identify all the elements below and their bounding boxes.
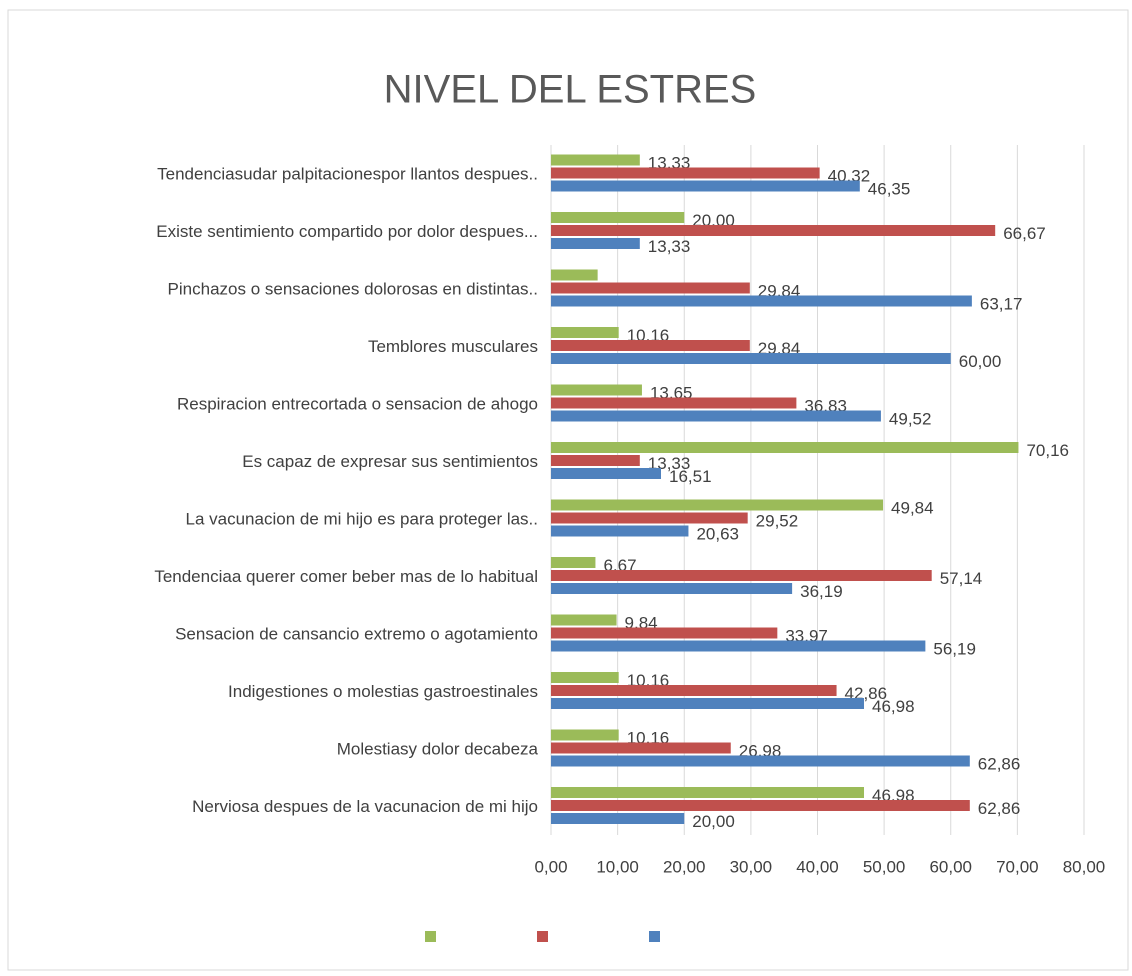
y-tick-label: Temblores musculares [368,337,538,356]
value-label: 46,98 [872,697,915,716]
value-label: 36,19 [800,582,843,601]
bar [551,154,640,166]
y-tick-label: Pinchazos o sensaciones dolorosas en dis… [168,279,538,298]
y-tick-label: Respiracion entrecortada o sensacion de … [177,394,538,413]
y-tick-label: Es capaz de expresar sus sentimientos [242,452,538,471]
bar [551,685,837,696]
x-tick-label: 50,00 [863,857,906,876]
x-tick-label: 40,00 [796,857,839,876]
bar [551,455,640,466]
y-tick-label: Tendenciaa querer comer beber mas de lo … [154,567,538,586]
bar [551,167,820,179]
x-tick-label: 10,00 [596,857,639,876]
value-label: 20,00 [692,812,735,831]
value-label: 62,86 [978,799,1021,818]
bar [551,212,685,223]
legend-marker [425,931,436,942]
bar [551,755,970,767]
bar [551,525,689,537]
bar [551,295,972,307]
bar [551,282,750,294]
bar [551,353,951,364]
bar [551,627,778,639]
x-tick-label: 0,00 [534,857,567,876]
bar [551,238,640,249]
bar [551,225,996,236]
bar [551,813,685,824]
y-tick-label: Tendenciasudar palpitacionespor llantos … [157,164,538,183]
y-tick-label: Existe sentimiento compartido por dolor … [156,222,538,241]
bar [551,698,865,709]
bar [551,180,860,192]
bar [551,614,617,626]
chart-frame [7,9,1129,971]
y-tick-label: La vacunacion de mi hijo es para protege… [186,509,538,528]
value-label: 13,33 [648,237,691,256]
value-label: 63,17 [980,294,1023,313]
bar [551,570,932,581]
x-tick-label: 80,00 [1063,857,1106,876]
x-tick-label: 70,00 [996,857,1039,876]
y-tick-label: Molestiasy dolor decabeza [337,739,539,758]
value-label: 66,67 [1003,224,1046,243]
y-tick-label: Sensacion de cansancio extremo o agotami… [175,624,538,643]
chart-title: NIVEL DEL ESTRES [384,68,757,112]
bar [551,499,884,511]
x-tick-label: 30,00 [730,857,773,876]
bar [551,340,750,351]
bar [551,410,881,422]
value-label: 60,00 [959,352,1002,371]
value-label: 46,35 [868,179,911,198]
bar [551,583,793,594]
value-label: 16,51 [669,467,712,486]
y-tick-label: Indigestiones o molestias gastroestinale… [228,682,538,701]
bar [551,269,598,281]
value-label: 62,86 [978,754,1021,773]
bar [551,729,619,741]
bar [551,442,1019,453]
value-label: 57,14 [940,569,983,588]
value-label: 49,84 [891,498,934,517]
bar [551,800,970,811]
bar [551,742,731,754]
bar [551,640,926,652]
value-label: 49,52 [889,409,932,428]
y-tick-label: Nerviosa despues de la vacunacion de mi … [192,797,538,816]
bar [551,327,619,338]
value-label: 56,19 [933,639,976,658]
x-tick-label: 20,00 [663,857,706,876]
bar [551,397,797,409]
bar [551,787,865,798]
bar [551,468,661,479]
bar [551,672,619,683]
x-tick-label: 60,00 [929,857,972,876]
bar [551,512,748,524]
value-label: 29,52 [756,511,799,530]
value-label: 20,63 [696,524,739,543]
legend-marker [649,931,660,942]
legend-marker [537,931,548,942]
value-label: 70,16 [1026,441,1069,460]
bar [551,384,642,396]
bar [551,557,596,568]
